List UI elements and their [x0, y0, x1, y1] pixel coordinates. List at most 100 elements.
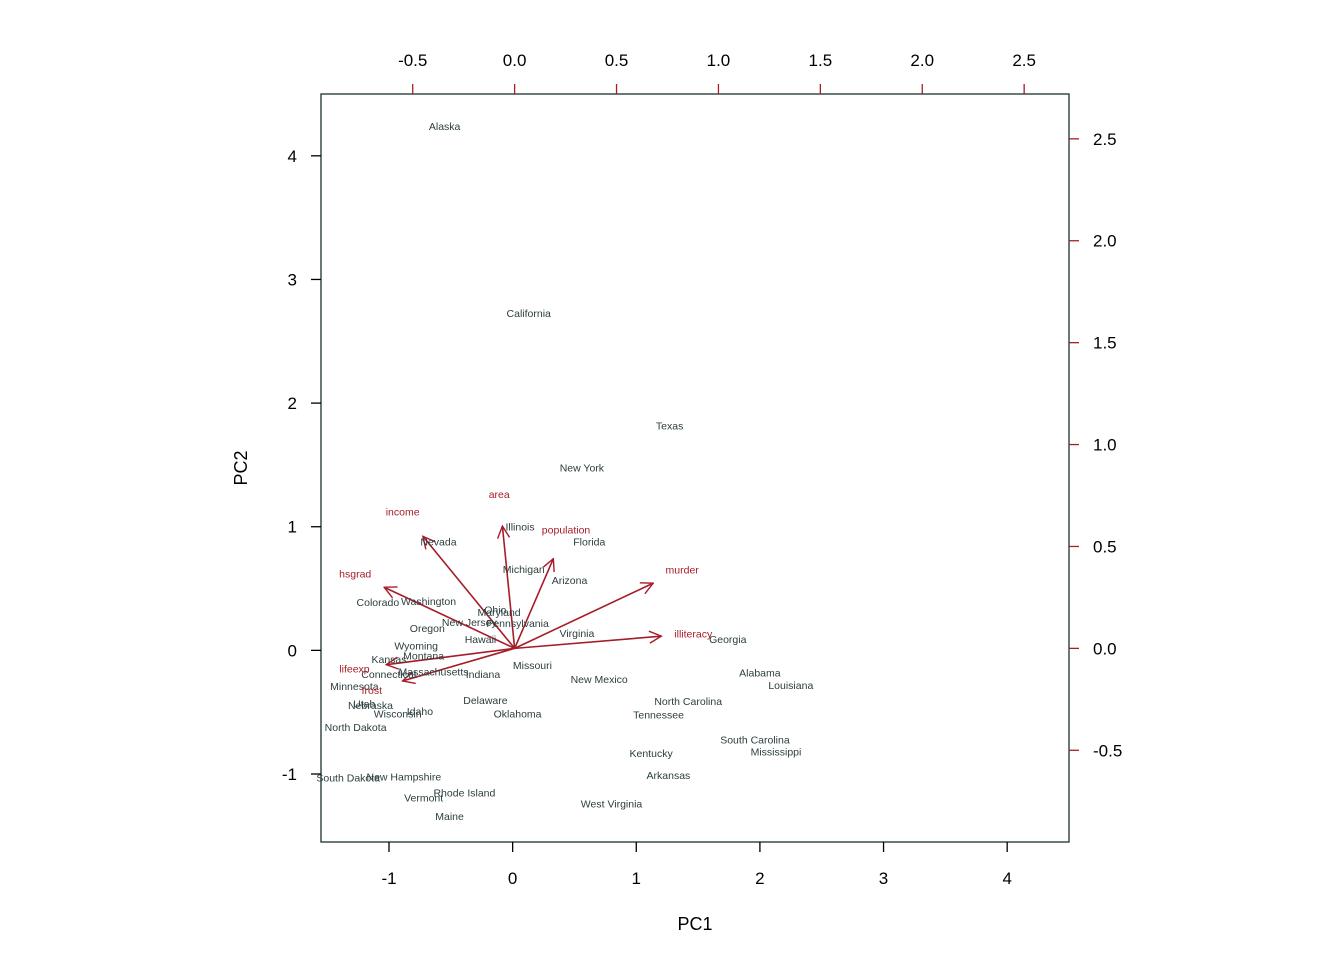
- loading-label-murder: murder: [666, 565, 700, 577]
- loading-label-area: area: [489, 489, 510, 501]
- observation-label-north-carolina: North Carolina: [654, 696, 722, 708]
- observation-label-texas: Texas: [656, 420, 683, 432]
- observation-label-rhode-island: Rhode Island: [433, 788, 495, 800]
- observation-label-maryland: Maryland: [477, 607, 520, 619]
- observation-label-maine: Maine: [435, 811, 464, 823]
- observation-label-wyoming: Wyoming: [394, 640, 438, 652]
- x-tick-label: 0: [508, 869, 517, 888]
- observation-label-new-jersey: New Jersey: [442, 617, 498, 629]
- loading-label-income: income: [386, 507, 420, 519]
- loading-label-population: population: [542, 524, 591, 536]
- observation-label-hawaii: Hawaii: [465, 634, 497, 646]
- right-tick-label: 1.0: [1093, 436, 1117, 455]
- x-axis-title: PC1: [677, 914, 712, 934]
- secondary-y-axis: -0.5 0.0 0.5 1.0 1.5 2.0 2.5: [1069, 130, 1122, 760]
- loading-labels: population income illiteracy lifeexp murder h…: [339, 489, 713, 697]
- observation-label-colorado: Colorado: [357, 597, 400, 609]
- loading-arrow-population: [513, 559, 554, 649]
- x-tick-label: 1: [632, 869, 641, 888]
- observation-label-missouri: Missouri: [513, 660, 552, 672]
- top-tick-label: 0.0: [503, 51, 527, 70]
- observation-label-ohio: Ohio: [484, 605, 506, 617]
- observation-label-michigan: Michigan: [503, 564, 545, 576]
- observation-label-nebraska: Nebraska: [348, 700, 393, 712]
- top-tick-label: -0.5: [398, 51, 427, 70]
- observation-label-florida: Florida: [573, 537, 605, 549]
- y-tick-label: -1: [282, 765, 297, 784]
- observation-label-montana: Montana: [403, 650, 444, 662]
- observation-label-illinois: Illinois: [505, 522, 534, 534]
- loading-label-frost: frost: [362, 685, 383, 697]
- observation-label-pennsylvania: Pennsylvania: [486, 618, 549, 630]
- loading-arrow-illiteracy: [514, 636, 662, 650]
- loading-arrow-hsgrad: [384, 587, 515, 650]
- observation-label-oklahoma: Oklahoma: [494, 708, 542, 720]
- y-tick-label: 4: [288, 147, 297, 166]
- y-tick-label: 2: [288, 394, 297, 413]
- top-tick-label: 1.5: [809, 51, 833, 70]
- observation-label-indiana: Indiana: [466, 669, 501, 681]
- observation-label-utah: Utah: [353, 699, 375, 711]
- observation-label-delaware: Delaware: [463, 695, 508, 707]
- observation-label-alabama: Alabama: [739, 668, 781, 680]
- y-tick-label: 3: [288, 270, 297, 289]
- x-tick-label: 4: [1002, 869, 1011, 888]
- observation-label-georgia: Georgia: [709, 634, 747, 646]
- observation-label-arkansas: Arkansas: [647, 770, 691, 782]
- top-tick-label: 0.5: [605, 51, 629, 70]
- observation-label-oregon: Oregon: [410, 623, 445, 635]
- observation-label-new-mexico: New Mexico: [571, 674, 628, 686]
- secondary-x-axis: -0.5 0.0 0.5 1.0 1.5 2.0 2.5: [398, 51, 1036, 94]
- right-tick-label: 2.0: [1093, 232, 1117, 251]
- observation-label-virginia: Virginia: [560, 628, 595, 640]
- observation-label-mississippi: Mississippi: [751, 747, 802, 759]
- plot-frame: [320, 93, 1070, 843]
- top-tick-label: 1.0: [707, 51, 731, 70]
- x-tick-label: -1: [381, 869, 396, 888]
- observation-label-tennessee: Tennessee: [633, 710, 684, 722]
- primary-x-axis: -1 0 1 2 3 4: [381, 842, 1012, 888]
- observation-label-kentucky: Kentucky: [630, 748, 674, 760]
- loading-label-lifeexp: lifeexp: [339, 664, 370, 676]
- y-tick-label: 1: [288, 518, 297, 537]
- observation-label-south-dakota: South Dakota: [316, 773, 380, 785]
- x-tick-label: 3: [879, 869, 888, 888]
- observation-label-arizona: Arizona: [552, 575, 588, 587]
- right-tick-label: 0.5: [1093, 537, 1117, 556]
- loading-arrow-frost: [403, 647, 515, 681]
- loading-arrow-lifeexp: [386, 647, 515, 664]
- observation-label-washington: Washington: [401, 596, 456, 608]
- right-tick-label: 1.5: [1093, 334, 1117, 353]
- observation-label-wisconsin: Wisconsin: [374, 708, 422, 720]
- loading-label-illiteracy: illiteracy: [674, 628, 713, 640]
- right-tick-label: 0.0: [1093, 639, 1117, 658]
- primary-y-axis: -1 0 1 2 3 4: [282, 147, 321, 784]
- observation-label-connecticut: Connecticut: [361, 669, 417, 681]
- observation-label-west-virginia: West Virginia: [581, 799, 643, 811]
- observation-label-alaska: Alaska: [429, 121, 461, 133]
- right-tick-label: 2.5: [1093, 130, 1117, 149]
- loading-arrow-area: [502, 526, 516, 649]
- observation-label-minnesota: Minnesota: [330, 681, 379, 693]
- observation-label-idaho: Idaho: [407, 706, 433, 718]
- observation-label-california: California: [507, 308, 552, 320]
- observation-label-louisiana: Louisiana: [768, 680, 813, 692]
- observation-label-massachusetts: Massachusetts: [398, 666, 468, 678]
- loading-arrow-income: [423, 536, 516, 649]
- observation-label-new-hampshire: New Hampshire: [366, 771, 441, 783]
- y-axis-title: PC2: [231, 450, 251, 485]
- loading-label-hsgrad: hsgrad: [339, 569, 371, 581]
- loading-arrows: [384, 526, 661, 681]
- observation-label-new-york: New York: [560, 462, 605, 474]
- observation-label-nevada: Nevada: [420, 537, 456, 549]
- top-tick-label: 2.0: [910, 51, 934, 70]
- observation-label-vermont: Vermont: [404, 792, 443, 804]
- observation-label-kansas: Kansas: [371, 654, 406, 666]
- right-tick-label: -0.5: [1093, 741, 1122, 760]
- top-tick-label: 2.5: [1012, 51, 1036, 70]
- y-tick-label: 0: [288, 641, 297, 660]
- observation-label-south-carolina: South Carolina: [720, 734, 790, 746]
- x-tick-label: 2: [755, 869, 764, 888]
- observation-label-north-dakota: North Dakota: [325, 722, 387, 734]
